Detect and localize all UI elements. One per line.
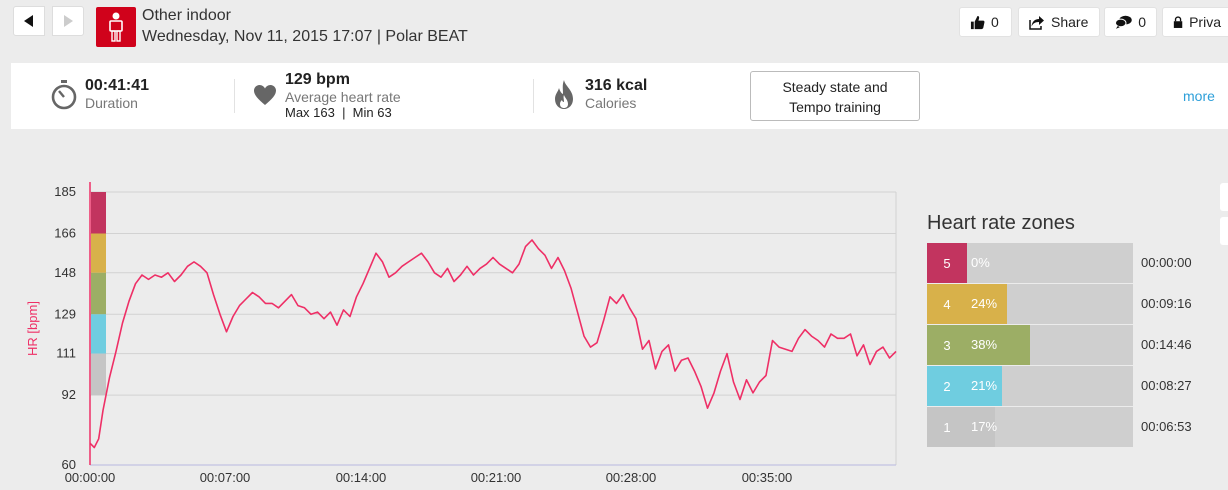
plot-area bbox=[90, 192, 896, 465]
session-subtitle: Wednesday, Nov 11, 2015 17:07 | Polar BE… bbox=[142, 28, 468, 45]
next-button[interactable] bbox=[52, 6, 84, 36]
heart-rate-stat: 129 bpm Average heart rate Max 163 | Min… bbox=[285, 71, 401, 120]
side-control-expand[interactable] bbox=[1220, 217, 1228, 245]
lock-icon bbox=[1173, 15, 1183, 28]
divider bbox=[533, 79, 534, 113]
comment-button[interactable]: 0 bbox=[1104, 7, 1157, 37]
hr-minmax: Max 163 | Min 63 bbox=[285, 105, 392, 120]
hr-value: 129 bpm bbox=[285, 71, 350, 88]
privacy-label: Priva bbox=[1189, 14, 1221, 30]
calories-label: Calories bbox=[585, 95, 637, 111]
y-tick-label: 60 bbox=[62, 457, 76, 472]
y-tick-label: 185 bbox=[54, 184, 76, 199]
zone-percent: 0% bbox=[971, 255, 990, 270]
heart-rate-chart-svg: 60 92 111 129 148 166 185 00:00:00 00:07:00 00:14… bbox=[25, 182, 897, 485]
x-tick-label: 00:14:00 bbox=[336, 470, 387, 485]
zone-percent: 38% bbox=[971, 337, 998, 352]
x-tick-label: 00:28:00 bbox=[606, 470, 657, 485]
zone-bar: 17% bbox=[967, 407, 1133, 447]
zone-bar: 38% bbox=[967, 325, 1133, 365]
duration-label: Duration bbox=[85, 95, 138, 111]
zone-row-5: 5 0% 00:00:00 bbox=[927, 243, 1227, 283]
like-count: 0 bbox=[991, 14, 999, 30]
zone-number: 4 bbox=[927, 284, 967, 324]
calories-value: 316 kcal bbox=[585, 77, 648, 94]
zone-band-5 bbox=[91, 192, 106, 234]
zone-bar: 24% bbox=[967, 284, 1133, 324]
y-tick-label: 129 bbox=[54, 306, 76, 321]
zone-bar-fill bbox=[967, 284, 1007, 324]
zone-time: 00:08:27 bbox=[1141, 378, 1192, 393]
y-tick-label: 111 bbox=[56, 346, 76, 361]
zone-time: 00:00:00 bbox=[1141, 255, 1192, 270]
zone-band-4 bbox=[91, 233, 106, 273]
heart-icon bbox=[254, 85, 276, 105]
zone-bar-fill bbox=[967, 407, 995, 447]
zone-percent: 21% bbox=[971, 378, 998, 393]
zone-band-2 bbox=[91, 314, 106, 354]
share-icon bbox=[1029, 15, 1044, 30]
thumbs-up-icon bbox=[970, 15, 985, 29]
zone-list: 5 0% 00:00:00 4 24% 00:09:16 3 38% 00:14:46 2 21% 0… bbox=[927, 243, 1227, 447]
zone-percent: 17% bbox=[971, 419, 998, 434]
zone-row-1: 1 17% 00:06:53 bbox=[927, 407, 1227, 447]
zone-bar: 21% bbox=[967, 366, 1133, 406]
zone-percent: 24% bbox=[971, 296, 998, 311]
summary-panel: 00:41:41 Duration 129 bpm Average heart … bbox=[11, 63, 1228, 129]
zone-band-3 bbox=[91, 272, 106, 315]
y-tick-label: 148 bbox=[54, 265, 76, 280]
previous-button[interactable] bbox=[13, 6, 45, 36]
more-link[interactable]: more bbox=[1183, 88, 1215, 104]
y-axis-label: HR [bpm] bbox=[25, 301, 40, 356]
y-tick-label: 166 bbox=[54, 225, 76, 240]
hr-label: Average heart rate bbox=[285, 89, 401, 105]
heart-rate-chart: 60 92 111 129 148 166 185 00:00:00 00:07:00 00:14… bbox=[11, 175, 908, 485]
x-tick-label: 00:07:00 bbox=[200, 470, 251, 485]
x-tick-label: 00:00:00 bbox=[65, 470, 116, 485]
share-button[interactable]: Share bbox=[1018, 7, 1100, 37]
zone-row-2: 2 21% 00:08:27 bbox=[927, 366, 1227, 406]
comment-icon bbox=[1115, 15, 1132, 29]
zone-number: 1 bbox=[927, 407, 967, 447]
comment-count: 0 bbox=[1138, 14, 1146, 30]
arrow-left-icon bbox=[24, 15, 33, 27]
share-label: Share bbox=[1051, 14, 1089, 30]
heart-rate-line bbox=[89, 239, 897, 449]
training-benefit-button[interactable]: Steady state and Tempo training bbox=[750, 71, 920, 121]
person-icon bbox=[96, 7, 136, 47]
zone-number: 2 bbox=[927, 366, 967, 406]
x-tick-label: 00:35:00 bbox=[742, 470, 793, 485]
zone-number: 5 bbox=[927, 243, 967, 283]
zone-time: 00:09:16 bbox=[1141, 296, 1192, 311]
zone-bar-fill bbox=[967, 325, 1030, 365]
duration-value: 00:41:41 bbox=[85, 77, 150, 94]
training-benefit-line1: Steady state and bbox=[782, 79, 888, 95]
side-control-minus[interactable] bbox=[1220, 183, 1228, 211]
training-benefit-line2: Tempo training bbox=[789, 99, 881, 115]
zone-bar: 0% bbox=[967, 243, 1133, 283]
top-bar: Other indoor Wednesday, Nov 11, 2015 17:… bbox=[0, 0, 1228, 56]
stopwatch-icon bbox=[51, 80, 77, 110]
zone-number: 3 bbox=[927, 325, 967, 365]
privacy-button[interactable]: Priva bbox=[1162, 7, 1228, 37]
flame-icon bbox=[555, 80, 573, 109]
zone-band-1 bbox=[91, 353, 106, 396]
divider bbox=[234, 79, 235, 113]
heart-rate-zones-panel: Heart rate zones 5 0% 00:00:00 4 24% 00:09:16… bbox=[927, 212, 1227, 448]
x-tick-label: 00:21:00 bbox=[471, 470, 522, 485]
arrow-right-icon bbox=[64, 15, 73, 27]
duration-stat: 00:41:41 Duration bbox=[85, 77, 149, 111]
zone-bar-fill bbox=[967, 366, 1002, 406]
calories-stat: 316 kcal Calories bbox=[585, 77, 647, 111]
sport-title: Other indoor bbox=[142, 7, 231, 24]
zones-title: Heart rate zones bbox=[927, 212, 1075, 234]
like-button[interactable]: 0 bbox=[959, 7, 1012, 37]
zone-time: 00:14:46 bbox=[1141, 337, 1192, 352]
zone-time: 00:06:53 bbox=[1141, 419, 1192, 434]
zone-row-4: 4 24% 00:09:16 bbox=[927, 284, 1227, 324]
zone-row-3: 3 38% 00:14:46 bbox=[927, 325, 1227, 365]
y-tick-label: 92 bbox=[62, 387, 76, 402]
